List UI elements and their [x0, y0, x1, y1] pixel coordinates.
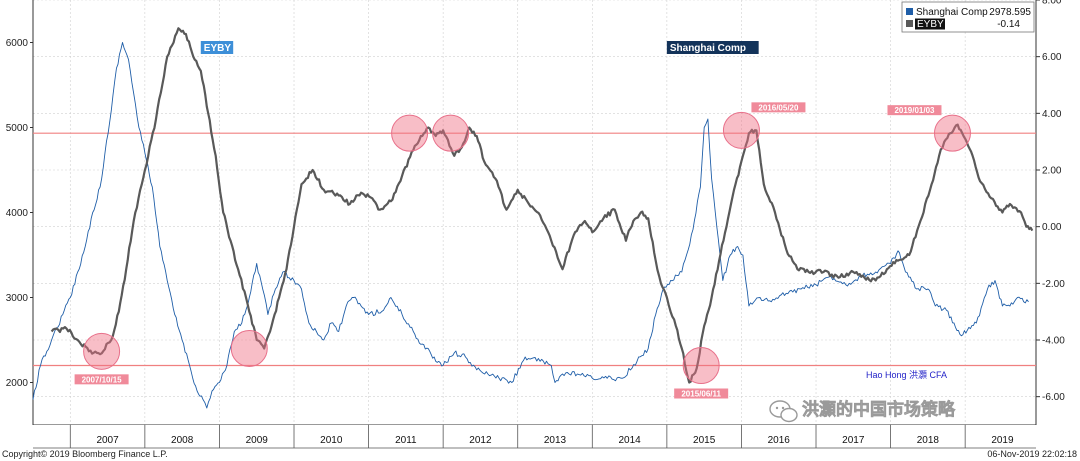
year-label: 2010 [320, 435, 343, 446]
date-label: 2015/06/11 [681, 390, 721, 399]
year-label: 2008 [171, 435, 194, 446]
legend-name-eyby: EYBY [917, 19, 944, 30]
reference-lines [33, 132, 1036, 367]
watermark-text: 洪灝的中国市场策略 [802, 399, 956, 420]
series-lines [32, 27, 1034, 409]
series-labels: EYBY Shanghai Comp [200, 41, 759, 54]
year-label: 2015 [693, 435, 716, 446]
highlight-circle [682, 347, 720, 384]
series-tag: Shanghai Comp [670, 43, 746, 54]
year-label: 2013 [544, 435, 567, 446]
grid [33, 0, 1036, 425]
date-label-bg [674, 388, 729, 399]
year-label: 2012 [469, 435, 492, 446]
right-tick-label: 8.00 [1042, 0, 1062, 7]
highlight-circles: 2007/10/15 2015/06/11 2016/05/20 2019/01/03 [74, 102, 971, 399]
shanghai-comp-line [32, 42, 1029, 409]
legend-name-shanghai: Shanghai Comp [916, 7, 988, 18]
right-tick-label: -2.00 [1042, 279, 1065, 290]
x-axis: 2007 2008 2009 2010 2011 2012 2013 2014 2015 2016… [33, 425, 1036, 449]
series-tag-bg [200, 41, 234, 54]
date-label-bg [751, 102, 806, 113]
series-tag: EYBY [204, 43, 232, 54]
right-tick-label: 4.00 [1042, 109, 1062, 120]
year-label: 2011 [395, 435, 417, 446]
series-tag-bg [666, 41, 759, 54]
highlight-circle [722, 111, 760, 149]
legend-swatch-eyby [906, 20, 913, 27]
date-label: 2007/10/15 [82, 375, 123, 384]
highlight-circle [432, 114, 470, 152]
x-axis-band [33, 425, 1036, 448]
date-label: 2016/05/20 [758, 103, 799, 112]
left-axis-ticks: 2000 3000 4000 5000 6000 [6, 38, 33, 389]
right-tick-label: -4.00 [1042, 336, 1065, 347]
timestamp-text: 06-Nov-2019 22:02:18 [987, 449, 1077, 459]
highlight-circle [391, 114, 429, 152]
year-label: 2018 [917, 435, 940, 446]
wechat-icon [769, 400, 798, 423]
date-label-bg [74, 374, 129, 385]
legend-value-eyby: -0.14 [997, 19, 1020, 30]
legend-name-eyby-bg [915, 18, 945, 30]
right-axis-ticks: -6.00 -4.00 -2.00 0.00 2.00 4.00 6.00 8.00 [1036, 0, 1065, 403]
highlight-circle [933, 114, 971, 152]
left-tick-label: 4000 [6, 208, 29, 219]
right-tick-label: 6.00 [1042, 52, 1062, 63]
left-tick-label: 3000 [6, 293, 29, 304]
right-tick-label: -6.00 [1042, 392, 1065, 403]
right-tick-label: 0.00 [1042, 222, 1062, 233]
copyright-text: Copyright© 2019 Bloomberg Finance L.P. [2, 449, 168, 459]
year-label: 2014 [618, 435, 641, 446]
year-label: 2009 [246, 435, 269, 446]
left-tick-label: 5000 [6, 123, 29, 134]
year-label: 2017 [842, 435, 865, 446]
year-label: 2016 [768, 435, 791, 446]
year-label: 2007 [96, 435, 119, 446]
author-credit: Hao Hong 洪灝 CFA [866, 369, 947, 380]
year-label: 2019 [991, 435, 1014, 446]
left-tick-label: 6000 [6, 38, 29, 49]
highlight-circle [230, 330, 268, 367]
date-label-bg [887, 105, 942, 116]
legend-value-shanghai: 2978.595 [989, 7, 1031, 18]
legend-swatch-shanghai [906, 8, 913, 15]
legend: Shanghai Comp 2978.595 EYBY -0.14 [901, 1, 1035, 33]
right-tick-label: 2.00 [1042, 166, 1062, 177]
highlight-circle [83, 332, 121, 370]
date-label: 2019/01/03 [894, 106, 935, 115]
left-tick-label: 2000 [6, 378, 29, 389]
eyby-line [50, 27, 1034, 384]
